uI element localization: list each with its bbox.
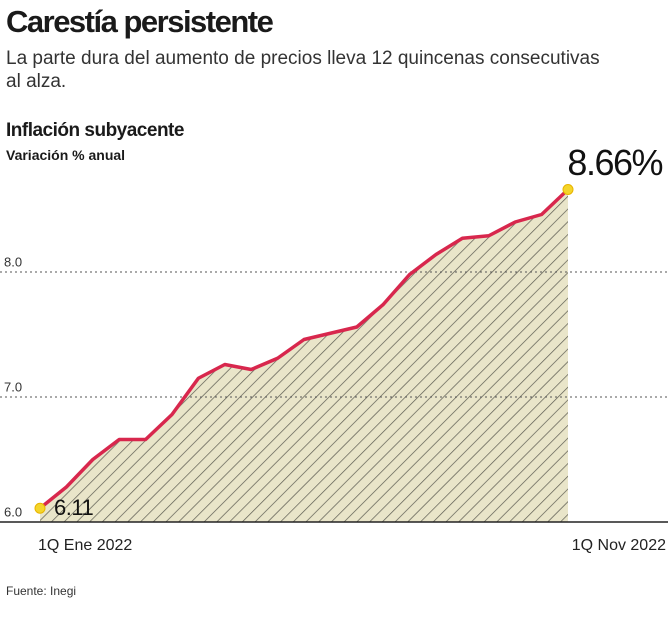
y-tick-label: 7.0 <box>4 379 22 394</box>
value-label: 6.11 <box>54 495 93 520</box>
chart-title: Inflación subyacente <box>6 120 184 141</box>
value-label: 8.66% <box>567 142 662 183</box>
source: Fuente: Inegi <box>6 584 77 598</box>
y-axis-label: Variación % anual <box>6 147 126 163</box>
end-point <box>562 184 574 195</box>
x-tick-label: 1Q Ene 2022 <box>38 537 132 554</box>
x-tick-label: 1Q Nov 2022 <box>572 537 666 554</box>
title: Carestía persistente <box>6 4 274 39</box>
line <box>38 188 570 510</box>
y-tick-label: 6.0 <box>4 504 22 519</box>
end-point <box>34 502 46 514</box>
subtitle: La parte dura del aumento de precios lle… <box>6 48 600 92</box>
y-tick-label: 8.0 <box>4 254 22 269</box>
area <box>40 189 568 522</box>
